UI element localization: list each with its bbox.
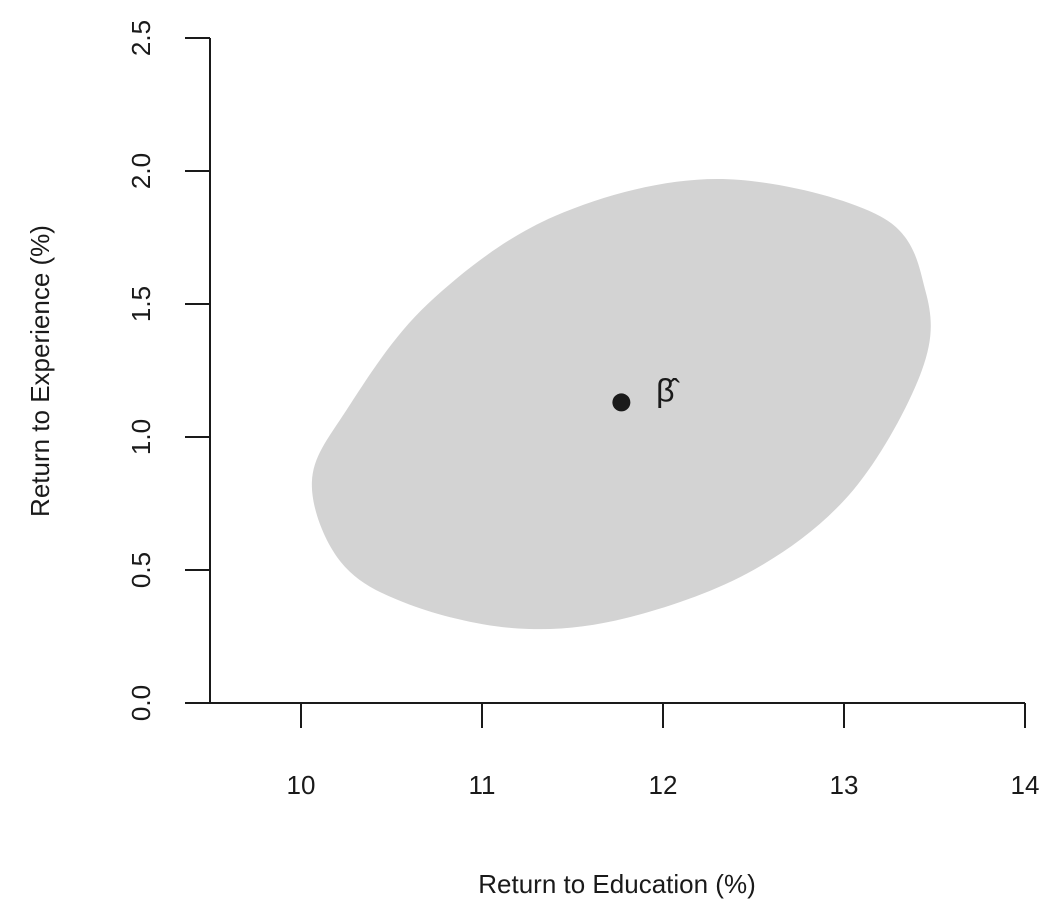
x-tick-label: 11 xyxy=(469,770,496,800)
x-tick-label: 13 xyxy=(830,770,859,800)
y-tick-label: 2.5 xyxy=(126,20,156,56)
estimate-point xyxy=(612,393,631,412)
x-tick-label: 10 xyxy=(287,770,316,800)
y-tick-label: 1.5 xyxy=(126,286,156,322)
y-tick-label: 1.0 xyxy=(126,419,156,455)
plot-area: β̂ xyxy=(311,179,931,630)
y-tick-label: 2.0 xyxy=(126,153,156,189)
y-tick-label: 0.5 xyxy=(126,552,156,588)
y-axis-title: Return to Experience (%) xyxy=(25,225,55,517)
axes: 10 11 12 13 14 0.0 0.5 1.0 1.5 2.0 2.5 xyxy=(126,20,1039,800)
x-tick-label: 14 xyxy=(1011,770,1040,800)
y-tick-label: 0.0 xyxy=(126,685,156,721)
x-axis-title: Return to Education (%) xyxy=(478,869,755,899)
x-tick-label: 12 xyxy=(649,770,678,800)
